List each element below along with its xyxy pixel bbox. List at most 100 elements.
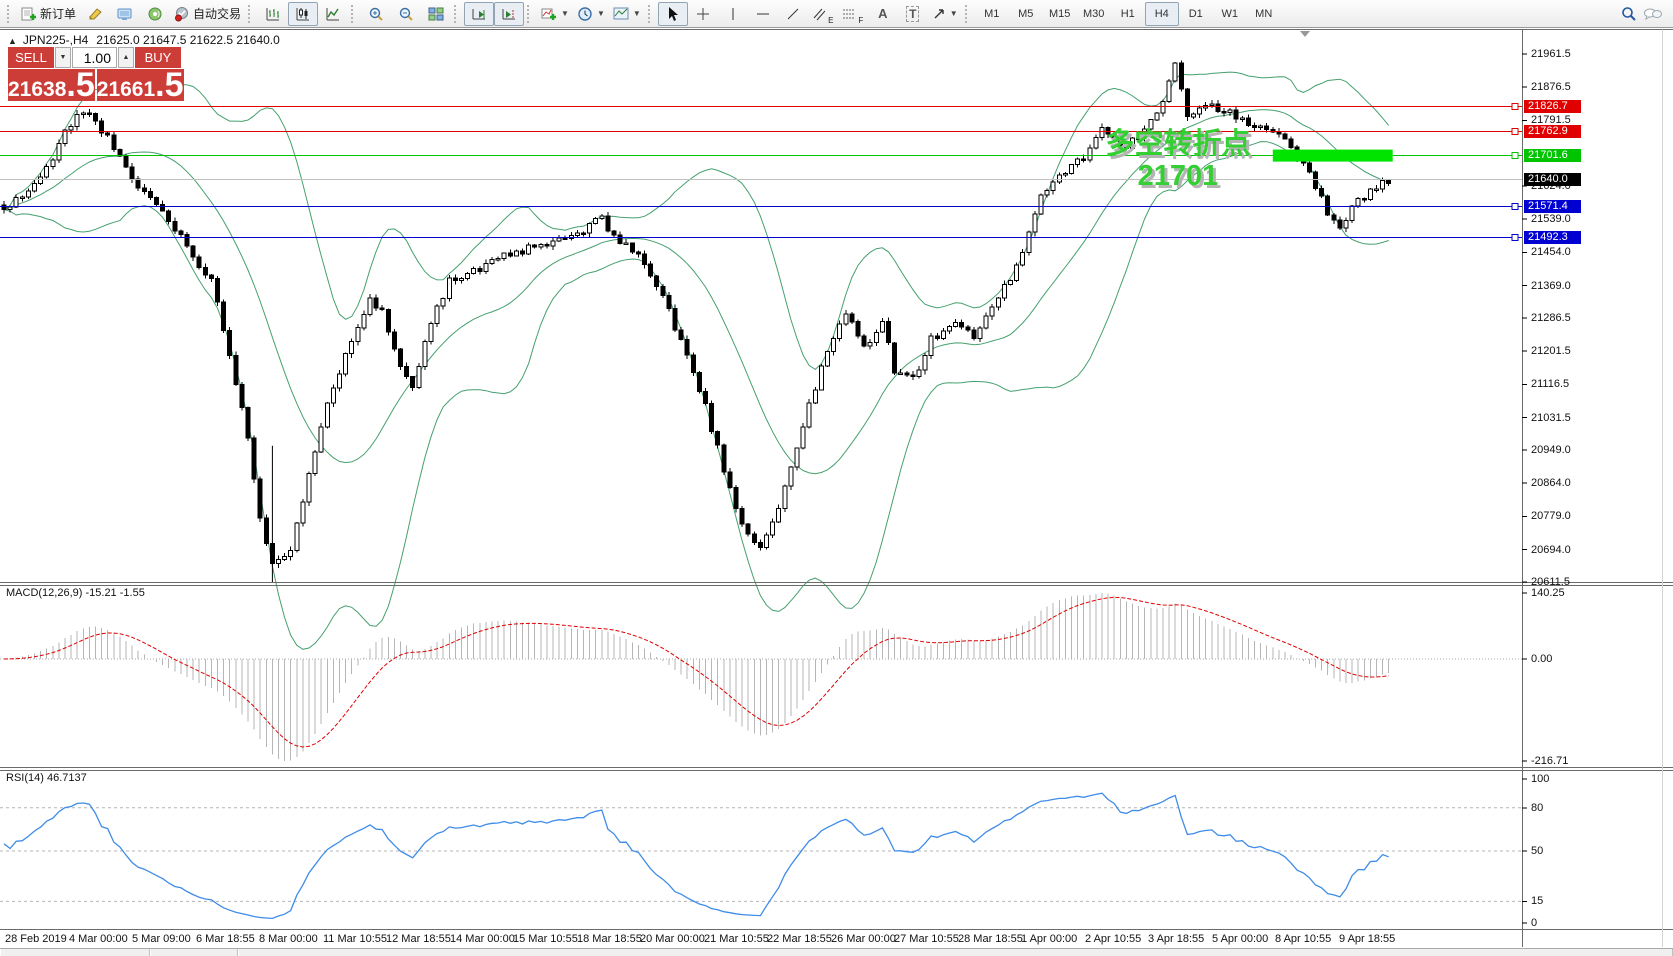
tile-windows-icon (428, 7, 444, 20)
collapse-arrow-icon[interactable]: ▲ (8, 36, 17, 46)
periods-button[interactable]: ▼ (573, 2, 609, 26)
horizontal-line-tool-button[interactable] (748, 2, 778, 26)
one-click-trading-panel: SELL ▼ ▲ BUY 21638.5 21661.5 (8, 47, 184, 104)
axis-tick-label: 21454.0 (1531, 246, 1571, 258)
crosshair-tool-button[interactable] (688, 2, 718, 26)
toolbar-grip[interactable] (964, 4, 972, 23)
timeframe-m15-button[interactable]: M15 (1049, 7, 1071, 20)
volume-increase-button[interactable]: ▲ (118, 47, 134, 68)
chart-shift-icon (502, 8, 516, 19)
autotrading-button[interactable]: 自动交易 (170, 2, 245, 26)
axis-tick-label: 21116.5 (1531, 378, 1570, 390)
timeframe-m5-button[interactable]: M5 (1018, 7, 1034, 20)
axis-tick-label: 20949.0 (1531, 444, 1571, 456)
dropdown-arrow-icon: ▼ (561, 9, 569, 18)
zoom-out-button[interactable] (391, 2, 421, 26)
chat-icon[interactable] (1643, 6, 1663, 22)
axis-tick-label: 50 (1531, 845, 1544, 857)
channel-tool-button[interactable]: E (808, 2, 838, 26)
bar-chart-icon (266, 7, 280, 20)
sell-button[interactable]: SELL (8, 47, 54, 68)
axis-tick-label: 21876.5 (1531, 81, 1571, 93)
axis-tick-label: 0 (1531, 917, 1538, 929)
axis-tick-label: 140.25 (1531, 587, 1565, 599)
buy-price-frac: .5 (155, 66, 184, 104)
bollinger-lower (3, 141, 1389, 650)
macd-value-signal: -1.55 (119, 587, 145, 599)
timeframe-h1-button[interactable]: H1 (1120, 7, 1135, 20)
buy-price-display[interactable]: 21661.5 (96, 66, 184, 104)
time-axis-label: 2 Apr 10:55 (1085, 933, 1142, 945)
toolbar-grip[interactable] (351, 4, 358, 23)
status-cell (150, 949, 238, 956)
sell-price-main: 21638 (8, 78, 67, 101)
time-axis-label: 27 Mar 10:55 (894, 933, 959, 945)
axis-tick-label: 15 (1531, 895, 1544, 907)
buy-button[interactable]: BUY (135, 47, 181, 68)
volume-decrease-button[interactable]: ▼ (55, 47, 71, 68)
toolbar-grip[interactable] (248, 4, 255, 23)
time-axis-label: 3 Apr 18:55 (1148, 933, 1205, 945)
toolbar-grip[interactable] (527, 4, 534, 23)
toolbar-grip[interactable] (454, 4, 461, 23)
symbol-timeframe-label: JPN225-,H4 (22, 33, 89, 47)
fibonacci-tool-button[interactable]: F (838, 2, 868, 26)
timeframe-mn-button[interactable]: MN (1255, 7, 1273, 20)
time-axis-label: 28 Mar 18:55 (958, 933, 1023, 945)
tile-windows-button[interactable] (421, 2, 451, 26)
horizontal-lines (0, 103, 1522, 241)
timeframe-d1-button[interactable]: D1 (1188, 7, 1203, 20)
line-chart-button[interactable] (318, 2, 348, 26)
styler-button[interactable] (80, 2, 110, 26)
volume-input[interactable] (72, 47, 117, 68)
indicators-icon (541, 8, 557, 20)
timeframe-h4-button[interactable]: H4 (1144, 1, 1179, 26)
text-tool-button[interactable]: A (868, 2, 898, 26)
search-icon[interactable] (1621, 6, 1637, 22)
new-order-icon (21, 7, 36, 20)
vertical-line-tool-button[interactable] (718, 2, 748, 26)
chart-shift-marker-icon (1300, 31, 1310, 37)
toolbar-grip[interactable] (7, 4, 14, 23)
sell-price-display[interactable]: 21638.5 (8, 68, 95, 102)
chart-shift-button[interactable] (494, 1, 525, 26)
macd-histogram (9, 593, 1390, 761)
chart-title-bar: ▲ JPN225-,H4 21625.0 21647.5 21622.5 21640… (8, 33, 280, 47)
template-icon (613, 7, 629, 19)
auto-scroll-button[interactable] (464, 1, 495, 26)
toolbar-grip[interactable] (647, 4, 655, 23)
time-axis-label: 9 Apr 18:55 (1339, 933, 1396, 945)
candlestick-icon (296, 7, 310, 20)
timeframe-m1-button[interactable]: M1 (984, 7, 1000, 20)
timeframe-w1-button[interactable]: W1 (1221, 7, 1238, 20)
trendline-tool-button[interactable] (778, 2, 808, 26)
horizontal-line-icon (756, 13, 769, 14)
bar-chart-button[interactable] (258, 2, 288, 26)
label-tool-glyph: T (906, 5, 920, 22)
axis-tick-label: 20694.0 (1531, 544, 1571, 556)
indicators-button[interactable]: ▼ (537, 2, 573, 26)
status-cell (0, 949, 150, 956)
label-tool-button[interactable]: T (898, 2, 928, 26)
zoom-in-button[interactable] (361, 2, 391, 26)
time-axis-label: 26 Mar 00:00 (831, 933, 896, 945)
price-badge: 21571.4 (1524, 200, 1581, 213)
annotation-line1: 多空转折点 (1105, 128, 1251, 160)
cursor-tool-button[interactable] (657, 1, 688, 26)
terminal-button[interactable] (110, 2, 140, 26)
text-tool-glyph: A (878, 6, 888, 21)
timeframe-m30-button[interactable]: M30 (1083, 7, 1105, 20)
bollinger-upper (3, 71, 1390, 371)
autotrading-icon (175, 6, 189, 21)
axis-tick-label: 21286.5 (1531, 312, 1571, 324)
candlestick-chart-button[interactable] (288, 1, 319, 26)
clock-icon (578, 6, 592, 21)
arrows-tool-button[interactable]: ▼ (928, 2, 962, 26)
templates-button[interactable]: ▼ (609, 2, 645, 26)
buy-price-main: 21661 (96, 78, 156, 101)
price-badge: 21701.6 (1524, 149, 1581, 162)
new-order-button[interactable]: 新订单 (17, 2, 80, 26)
price-badge: 21492.3 (1524, 231, 1581, 244)
signals-button[interactable] (140, 2, 170, 26)
